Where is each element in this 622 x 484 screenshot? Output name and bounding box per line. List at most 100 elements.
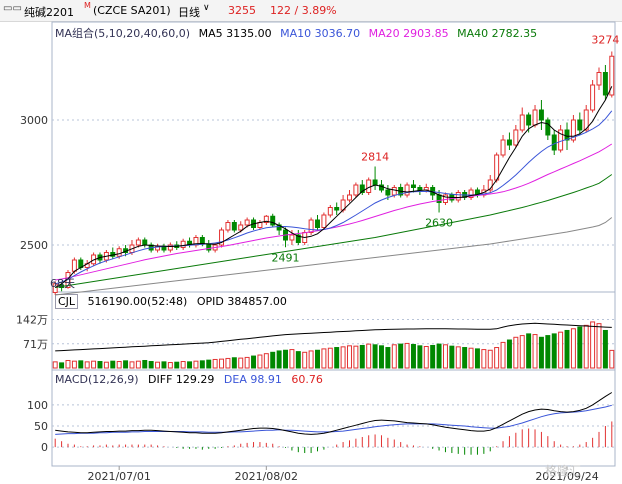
volume-bar [430, 344, 436, 369]
volume-bar [123, 360, 129, 369]
volume-bar [59, 362, 65, 369]
volume-bar [161, 361, 167, 369]
volume-bar [244, 356, 250, 369]
volume-bar [78, 360, 84, 369]
candle-body [180, 240, 186, 248]
days-marker: 68天 [50, 277, 75, 290]
volume-bar [436, 343, 442, 369]
ma-legend: MA组合(5,10,20,40,60,0) MA5 3135.00 MA10 3… [55, 25, 537, 41]
symbol-code: (CZCE SA201) [93, 4, 171, 17]
volume-bar [442, 344, 448, 369]
candle-body [270, 215, 276, 226]
volume-bar [91, 360, 97, 369]
volume-bar [513, 336, 519, 369]
candle-body [551, 134, 557, 151]
volume-bar [474, 348, 480, 369]
candle-body [359, 184, 365, 193]
candle-body [135, 239, 141, 246]
volume-bar [225, 357, 231, 369]
volume-bar [302, 351, 308, 369]
candle-body [142, 239, 148, 246]
volume-bar [410, 343, 416, 369]
volume-bar [583, 324, 589, 369]
candle-body [334, 207, 340, 211]
dea-line [55, 404, 612, 435]
volume-bar [206, 359, 212, 369]
chevron-down-icon[interactable]: ∨ [203, 3, 210, 13]
volume-bar [340, 346, 346, 369]
candle-body [199, 237, 205, 245]
volume-tick-label: 142万 [16, 314, 48, 327]
candle-body [167, 244, 173, 251]
candle-body [590, 84, 596, 111]
candle-body [225, 222, 231, 231]
volume-bar [276, 350, 282, 369]
volume-title[interactable]: CJL [55, 294, 79, 309]
price-change: 122 / 3.89% [270, 4, 337, 17]
volume-bar [52, 361, 58, 369]
candle-body [263, 215, 269, 223]
volume-bar [251, 355, 257, 369]
macd-tick-label: 100 [27, 399, 48, 412]
high-marker-2814: 2814 [361, 151, 389, 164]
volume-bar [506, 339, 512, 369]
volume-bar [596, 323, 602, 369]
candle-body [558, 129, 564, 151]
candle-body [487, 179, 493, 191]
ma-group-label[interactable]: MA组合(5,10,20,40,60,0) [55, 27, 191, 40]
title-bar: ▭▭ 纯碱2201 M (CZCE SA201) 日线 ∨ 3255 122 /… [0, 0, 622, 22]
ma40-label: MA40 2782.35 [457, 27, 538, 40]
candle-body [545, 119, 551, 136]
volume-bar [398, 343, 404, 369]
volume-bar [65, 359, 71, 369]
volume-bar [545, 335, 551, 369]
volume-value: 516190.00(52:48) [87, 295, 188, 308]
volume-bar [97, 361, 103, 369]
volume-legend: CJL 516190.00(52:48) OPID 384857.00 [55, 294, 287, 309]
chart-type-icon[interactable]: ▭▭ [3, 3, 22, 14]
volume-bar [391, 344, 397, 369]
volume-bar [385, 347, 391, 369]
volume-bar [129, 361, 135, 369]
volume-bar [404, 342, 410, 369]
volume-bar [231, 357, 237, 369]
candle-body [583, 109, 589, 131]
candle-body [494, 154, 500, 181]
volume-bar [199, 360, 205, 369]
diff-value: DIFF 129.29 [148, 373, 215, 386]
x-date-label: 2021/09/24 [535, 470, 598, 483]
candle-body [455, 192, 461, 201]
candle-body [570, 119, 576, 141]
volume-bar [532, 334, 538, 369]
volume-bar [347, 345, 352, 369]
volume-bar [423, 346, 429, 369]
volume-bar [449, 345, 455, 369]
volume-bar [334, 347, 340, 369]
volume-bar [526, 333, 532, 369]
macd-legend: MACD(12,26,9) DIFF 129.29 DEA 98.91 60.7… [55, 373, 323, 386]
candle-body [315, 219, 320, 228]
candle-body [602, 72, 608, 96]
volume-bar [148, 361, 154, 369]
volume-bar [103, 361, 109, 369]
volume-bar [174, 361, 180, 369]
volume-bar [212, 358, 218, 369]
low-marker-2491: 2491 [272, 251, 300, 264]
candle-body [289, 234, 295, 241]
volume-bar [609, 349, 615, 369]
candle-body [596, 72, 602, 86]
ma5-label: MA5 3135.00 [198, 27, 272, 40]
ma10-label: MA10 3036.70 [280, 27, 361, 40]
period-selector[interactable]: 日线 [178, 6, 200, 19]
volume-bar [142, 359, 148, 369]
symbol-name[interactable]: 纯碱2201 [24, 6, 74, 19]
volume-bar [455, 346, 461, 369]
volume-bar [308, 350, 314, 369]
candle-body [538, 109, 544, 121]
ma40-line [55, 174, 613, 288]
candle-body [526, 114, 532, 126]
candle-body [372, 179, 378, 186]
candle-body [327, 207, 333, 216]
macd-title[interactable]: MACD(12,26,9) [55, 373, 139, 386]
